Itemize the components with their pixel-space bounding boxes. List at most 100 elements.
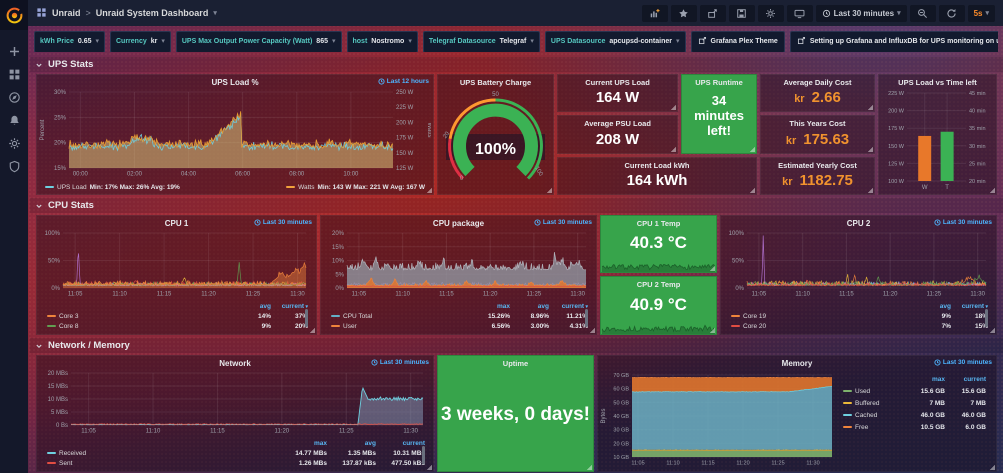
dashboard-link[interactable]: Setting up Grafana and InfluxDB for UPS … <box>789 31 998 52</box>
legend-item[interactable]: Cached 46.0 GB 46.0 GB <box>843 409 986 421</box>
panel-title[interactable]: UPS Runtime <box>695 78 743 87</box>
row-header-ups-stats[interactable]: UPS Stats <box>30 57 1003 72</box>
panel-title[interactable]: CPU 1 Temp <box>636 219 681 228</box>
cpu-package-chart[interactable]: 20% 15% 10% 5% 0% 11:05 11:10 11:15 11:20 11:25 11… <box>323 229 594 298</box>
panel-title[interactable]: Uptime <box>502 359 529 368</box>
panel-resize-handle[interactable] <box>749 187 755 193</box>
grafana-logo-icon[interactable] <box>0 0 28 30</box>
variable-currency[interactable]: Currency kr ▾ <box>110 31 171 52</box>
variable-ups-max-output-power-capacity-watt-[interactable]: UPS Max Output Power Capacity (Watt) 865 ▾ <box>175 31 342 52</box>
panel-title[interactable]: Memory <box>781 359 813 368</box>
dashboard-settings-icon[interactable] <box>757 4 784 22</box>
panel-title[interactable]: Estimated Yearly Cost <box>778 161 857 170</box>
explore-icon[interactable] <box>7 90 22 105</box>
panel-resize-handle[interactable] <box>709 327 715 333</box>
network-chart[interactable]: 20 MBs 15 MBs 10 MBs 5 MBs 0 Bs 11:05 11:10 11:… <box>39 369 431 435</box>
variable-ups-datasource[interactable]: UPS Datasource apcupsd-container ▾ <box>544 31 686 52</box>
ups-load-chart[interactable]: 30% 25% 20% 15% 250 W 225 W 200 W 175 W 150 W 125… <box>39 88 432 180</box>
memory-chart[interactable]: 70 GB 60 GB 50 GB 40 GB 30 GB 20 GB 10 GB 11:05… <box>600 369 838 469</box>
panel-resize-handle[interactable] <box>546 187 552 193</box>
panel-resize-handle[interactable] <box>989 327 995 333</box>
svg-text:11:25: 11:25 <box>339 429 354 435</box>
panel-title[interactable]: UPS Battery Charge <box>459 78 532 87</box>
svg-text:11:15: 11:15 <box>701 461 714 467</box>
breadcrumb[interactable]: Unraid > Unraid System Dashboard ▾ <box>36 7 217 20</box>
panel-title[interactable]: This Years Cost <box>789 119 846 128</box>
cpu2-chart[interactable]: 100% 50% 0% 11:05 11:10 11:15 11:20 11:25 11:30 <box>723 229 994 298</box>
legend-item[interactable]: CPU Total 15.26% 8.96% 11.21% <box>331 311 588 321</box>
legend-item[interactable]: Core 3 14% 37% <box>47 311 308 321</box>
svg-text:11:05: 11:05 <box>752 292 767 298</box>
panel-resize-handle[interactable] <box>867 104 873 110</box>
legend-scrollbar[interactable] <box>305 309 308 327</box>
panel-resize-handle[interactable] <box>709 265 715 271</box>
legend-scrollbar[interactable] <box>422 446 425 464</box>
panel-resize-handle[interactable] <box>989 187 995 193</box>
panel-title[interactable]: UPS Load % <box>211 78 259 87</box>
legend-item[interactable]: Watts Min: 143 W Max: 221 W Avg: 167 W <box>286 184 425 191</box>
dashboards-icon[interactable] <box>7 67 22 82</box>
legend-item[interactable]: UPS Load Min: 17% Max: 26% Avg: 19% <box>45 184 180 191</box>
panel-title[interactable]: CPU 2 Temp <box>636 280 681 289</box>
panel-resize-handle[interactable] <box>749 146 755 152</box>
svg-text:11:30: 11:30 <box>970 292 985 298</box>
panel-resize-handle[interactable] <box>309 327 315 333</box>
panel-title[interactable]: Current Load kWh <box>624 161 690 170</box>
panel-title[interactable]: Current UPS Load <box>585 78 650 87</box>
panel-resize-handle[interactable] <box>867 146 873 152</box>
panel-title[interactable]: Network <box>219 359 251 368</box>
panel-resize-handle[interactable] <box>586 464 592 470</box>
settings-icon[interactable] <box>7 136 22 151</box>
legend-scrollbar[interactable] <box>585 309 588 327</box>
panel-resize-handle[interactable] <box>867 187 873 193</box>
zoom-out-icon[interactable] <box>909 4 936 22</box>
dashboards-grid-icon <box>36 7 47 20</box>
legend-item[interactable]: Used 15.6 GB 15.6 GB <box>843 385 986 397</box>
panel-title[interactable]: CPU 1 <box>164 219 189 228</box>
panel-resize-handle[interactable] <box>989 464 995 470</box>
star-icon[interactable] <box>670 4 697 22</box>
legend-item[interactable]: Core 20 7% 15% <box>731 321 988 331</box>
variable-kwh-price[interactable]: kWh Price 0.65 ▾ <box>34 31 105 52</box>
legend-scrollbar[interactable] <box>985 309 988 327</box>
breadcrumb-app[interactable]: Unraid <box>52 8 81 18</box>
legend-item[interactable]: Sent 1.26 MBs 137.87 kBs 477.50 kBs <box>47 458 425 468</box>
refresh-interval-picker[interactable]: 5s ▾ <box>967 4 995 22</box>
panel-resize-handle[interactable] <box>589 327 595 333</box>
dashboard-link[interactable]: Grafana Plex Theme <box>690 31 785 52</box>
refresh-icon[interactable] <box>938 4 965 22</box>
panel-resize-handle[interactable] <box>670 104 676 110</box>
svg-text:20%: 20% <box>332 231 345 237</box>
legend-item[interactable]: Free 10.5 GB 6.0 GB <box>843 421 986 433</box>
variable-telegraf-datasource[interactable]: Telegraf Datasource Telegraf ▾ <box>422 31 540 52</box>
plus-icon[interactable] <box>7 44 22 59</box>
legend-item[interactable]: Core 19 9% 18% <box>731 311 988 321</box>
legend-item[interactable]: User 6.56% 3.00% 4.31% <box>331 321 588 331</box>
ups-bar-chart[interactable]: 225 W 200 W 175 W 150 W 125 W 100 W 45 min 40 m… <box>881 89 994 191</box>
panel-resize-handle[interactable] <box>426 464 432 470</box>
cpu1-chart[interactable]: 100% 50% 0% 11:05 11:10 11:15 11:20 11:25 11:30 <box>39 229 314 298</box>
time-range-picker[interactable]: Last 30 minutes ▾ <box>815 4 907 22</box>
panel-title[interactable]: CPU package <box>432 219 485 228</box>
panel-title[interactable]: CPU 2 <box>846 219 871 228</box>
add-panel-icon[interactable] <box>641 4 668 22</box>
dashboard-title[interactable]: Unraid System Dashboard <box>95 8 209 18</box>
legend-item[interactable]: Buffered 7 MB 7 MB <box>843 397 986 409</box>
legend-item[interactable]: Received 14.77 MBs 1.35 MBs 10.31 MBs <box>47 448 425 458</box>
row-header-cpu-stats[interactable]: CPU Stats <box>30 198 1003 213</box>
panel-resize-handle[interactable] <box>426 187 432 193</box>
row-header-network-memory[interactable]: Network / Memory <box>30 338 1003 353</box>
variable-host[interactable]: host Nostromo ▾ <box>346 31 418 52</box>
legend-item[interactable]: Core 8 9% 20% <box>47 321 308 331</box>
share-icon[interactable] <box>699 4 726 22</box>
chevron-down-icon[interactable]: ▾ <box>213 9 217 17</box>
panel-title[interactable]: Average Daily Cost <box>783 78 852 87</box>
panel-title[interactable]: Average PSU Load <box>584 119 651 128</box>
alerting-icon[interactable] <box>7 113 22 128</box>
tv-mode-icon[interactable] <box>786 4 813 22</box>
shield-icon[interactable] <box>7 159 22 174</box>
panel-title[interactable]: UPS Load vs Time left <box>898 78 977 87</box>
panel-cpu1-temp: CPU 1 Temp 40.3 °C <box>600 215 717 273</box>
save-icon[interactable] <box>728 4 755 22</box>
panel-resize-handle[interactable] <box>670 146 676 152</box>
